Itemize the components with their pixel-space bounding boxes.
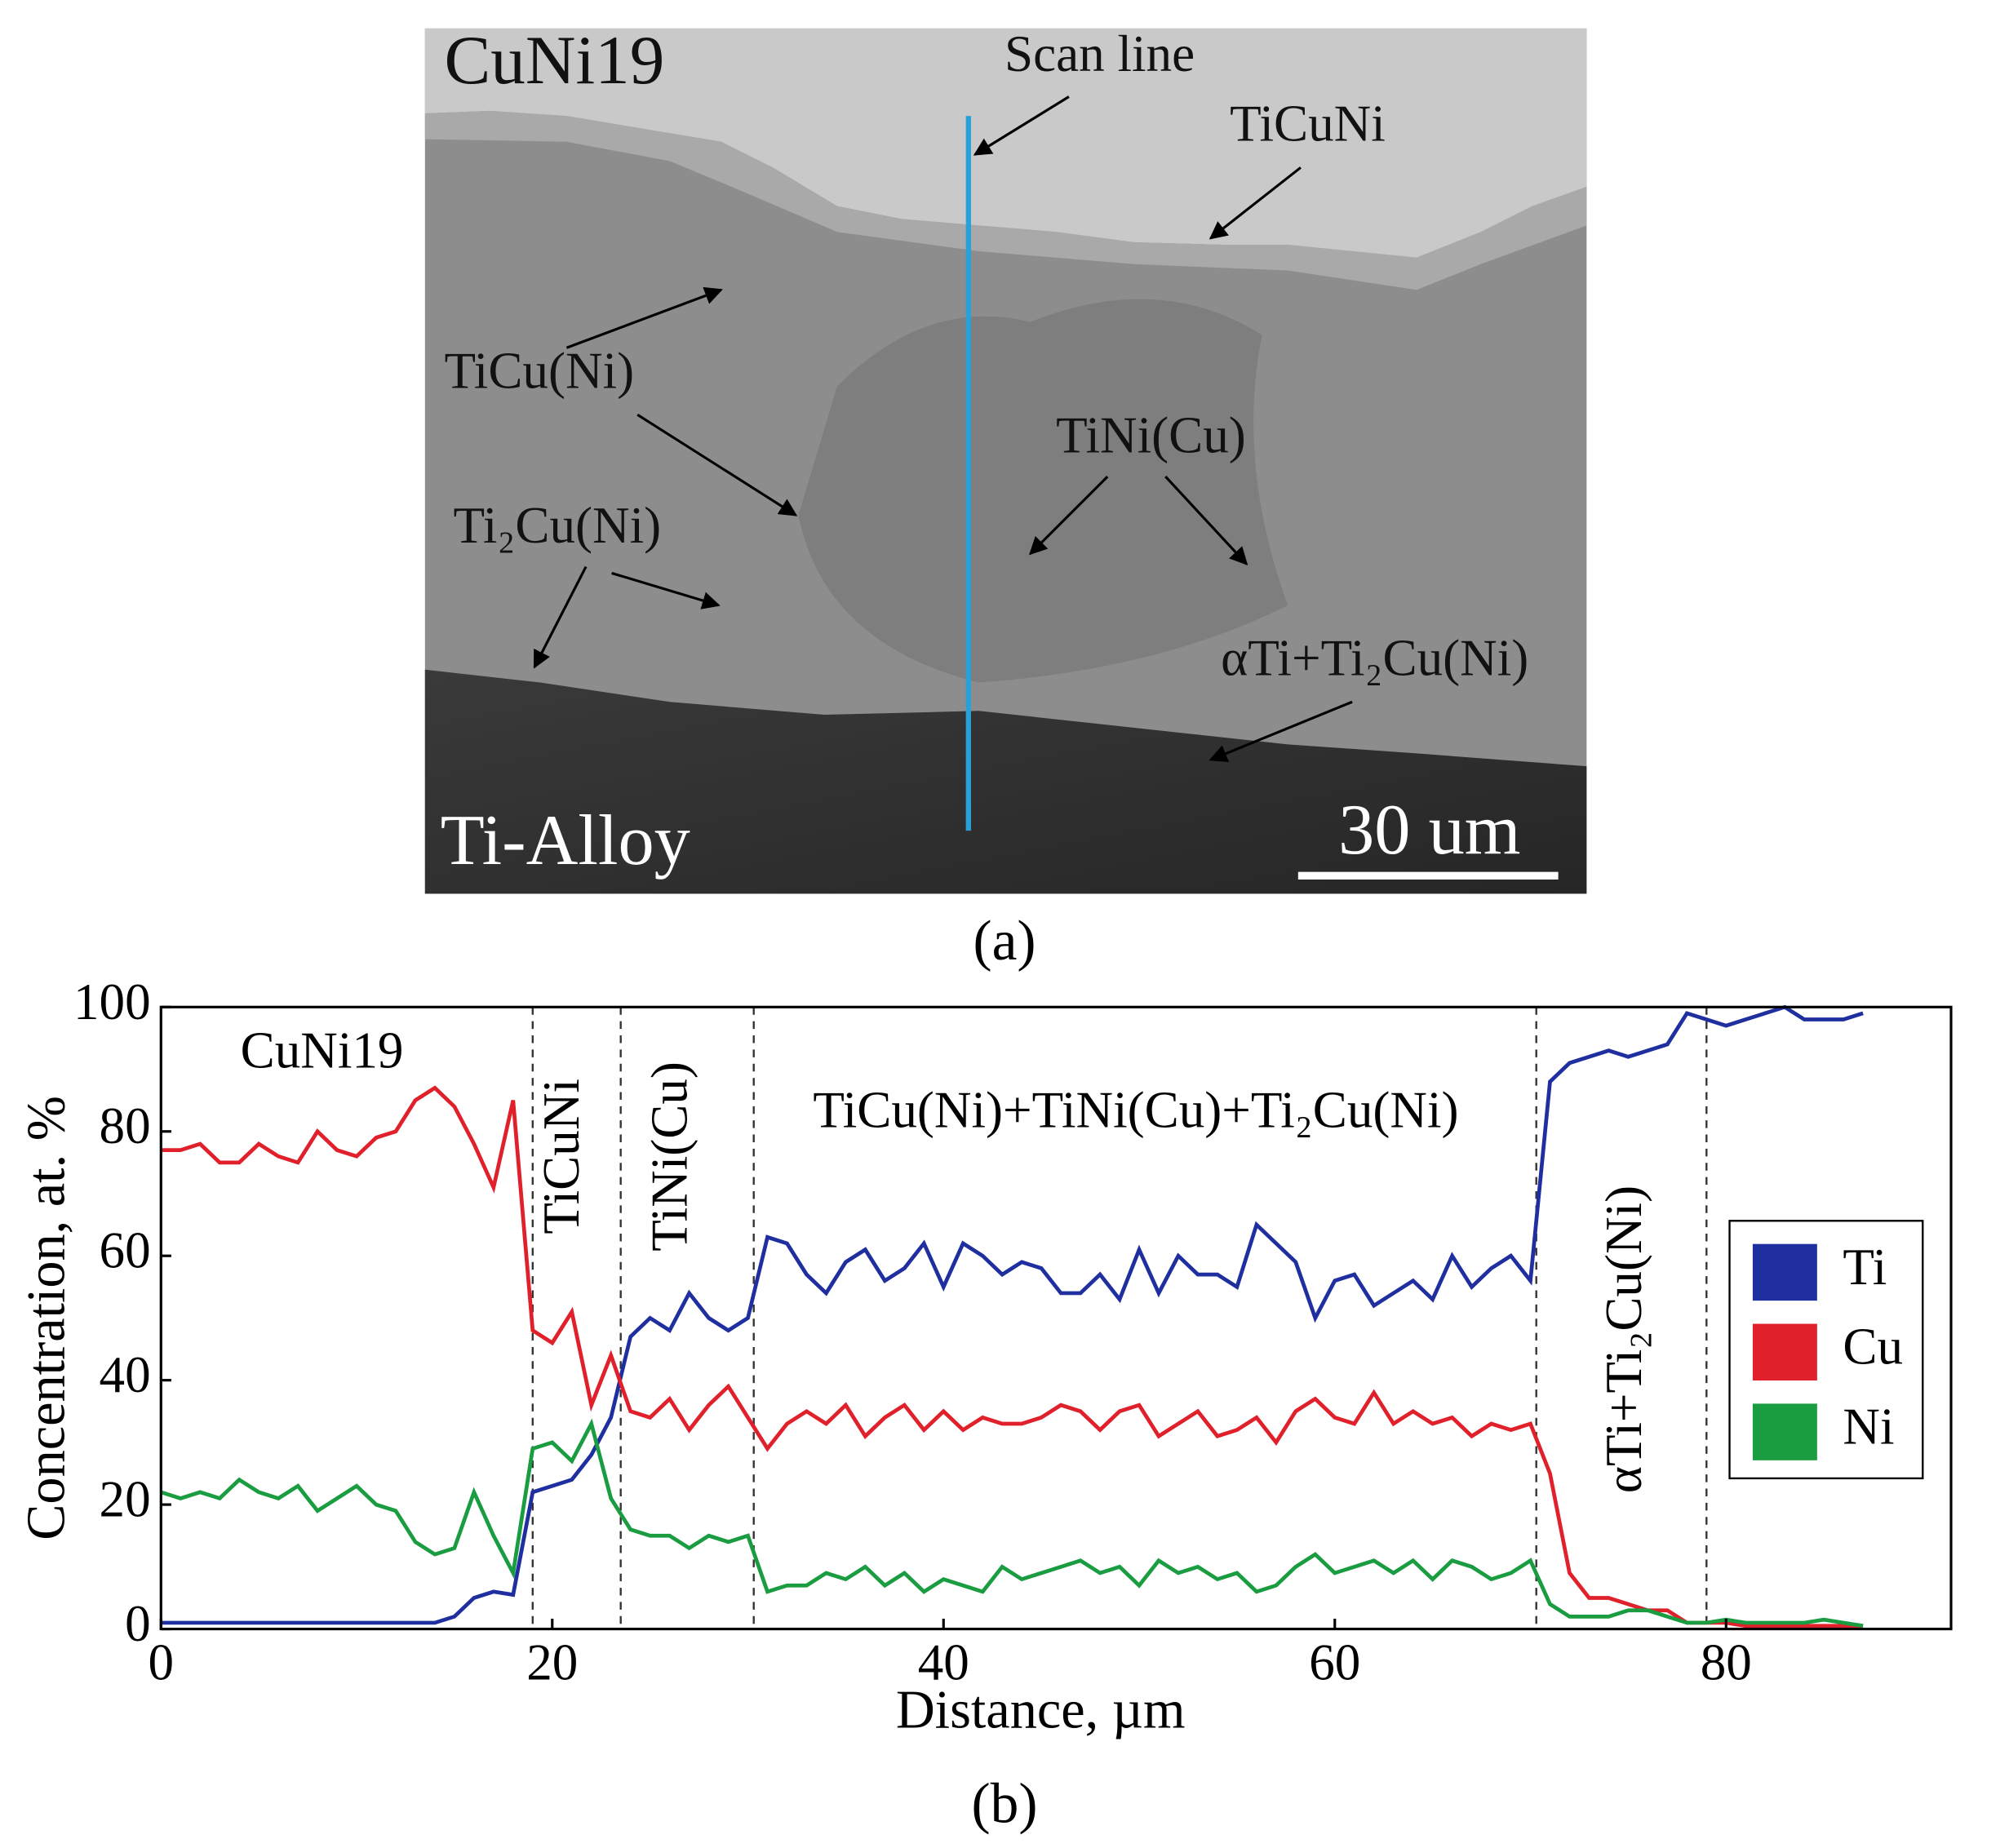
y-axis-label: Concentration, at. %: [16, 1096, 76, 1540]
arrows: [533, 95, 1353, 762]
ticuni-layer: [424, 110, 1587, 290]
legend-swatch: [1752, 1243, 1817, 1301]
legend-swatch: [1752, 1323, 1817, 1380]
label-ticuni: TiCuNi: [1230, 95, 1386, 152]
series-line: [161, 1004, 1864, 1625]
micrograph: CuNi19 Scan line TiCuNi TiCu(Ni) TiNi(Cu…: [424, 22, 1587, 894]
legend-label: Ni: [1843, 1398, 1894, 1456]
x-tick-label: 60: [1309, 1633, 1360, 1691]
label-scale: 30 um: [1338, 790, 1520, 870]
label-cuni19: CuNi19: [444, 22, 664, 99]
label-alpha: αTi+Ti₂Cu(Ni): [1221, 629, 1528, 686]
label-ti2cu: Ti₂Cu(Ni): [454, 497, 662, 554]
x-tick-label: 40: [918, 1633, 969, 1691]
panel-a-label: (a): [973, 910, 1036, 973]
y-tick-label: 20: [100, 1471, 151, 1528]
x-tick-label: 0: [148, 1633, 174, 1691]
ti-alloy-region: [424, 669, 1587, 894]
region-label: TiCuNi: [533, 1079, 590, 1234]
plot-frame: [159, 1005, 1953, 1631]
label-tini: TiNi(Cu): [1056, 406, 1246, 463]
x-axis-label: Distance, µm: [896, 1681, 1186, 1740]
label-scan: Scan line: [1004, 25, 1195, 82]
legend-label: Ti: [1843, 1239, 1887, 1296]
y-tick-label: 0: [125, 1595, 151, 1652]
region-label: TiNi(Cu): [641, 1061, 698, 1252]
label-ti-alloy: Ti-Alloy: [441, 800, 690, 880]
panel-b-label: (b): [972, 1772, 1038, 1835]
region-label: αTi+Ti₂Cu(Ni): [1595, 1185, 1652, 1493]
label-ticu: TiCu(Ni): [444, 342, 634, 399]
region-label: TiCu(Ni)+TiNi(Cu)+Ti₂Cu(Ni): [813, 1081, 1458, 1138]
cuni-region: [424, 28, 1587, 258]
y-tick-label: 40: [100, 1346, 151, 1403]
y-tick-label: 100: [73, 973, 151, 1030]
legend-swatch: [1752, 1403, 1817, 1460]
eutectic: [798, 299, 1288, 683]
x-tick-label: 80: [1701, 1633, 1752, 1691]
legend-label: Cu: [1843, 1318, 1903, 1376]
series-line: [161, 1085, 1864, 1629]
x-tick-label: 20: [526, 1633, 578, 1691]
chart: 0 20 40 60 80 0 20 40 60 80 100 Distance, µm Concent…: [16, 973, 1953, 1740]
region-label: CuNi19: [241, 1022, 404, 1079]
y-tick-label: 60: [100, 1222, 151, 1279]
y-tick-label: 80: [100, 1097, 151, 1154]
series-line: [160, 1418, 1864, 1629]
